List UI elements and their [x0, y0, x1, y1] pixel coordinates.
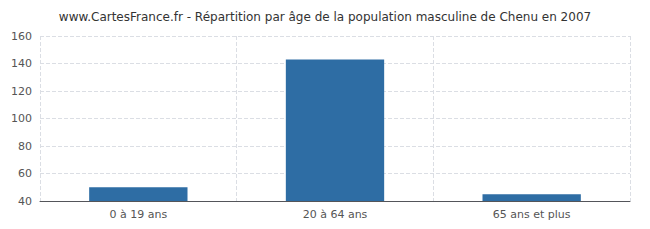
svg-text:0 à 19 ans: 0 à 19 ans	[109, 208, 167, 221]
svg-text:120: 120	[11, 85, 32, 98]
svg-text:60: 60	[18, 167, 32, 180]
svg-text:20 à 64 ans: 20 à 64 ans	[303, 208, 368, 221]
svg-text:65 ans et plus: 65 ans et plus	[493, 208, 571, 221]
svg-text:www.CartesFrance.fr - Répartit: www.CartesFrance.fr - Répartition par âg…	[59, 10, 591, 24]
svg-text:140: 140	[11, 57, 32, 70]
svg-text:100: 100	[11, 112, 32, 125]
svg-text:40: 40	[18, 195, 32, 208]
svg-text:80: 80	[18, 140, 32, 153]
svg-text:160: 160	[11, 30, 32, 43]
